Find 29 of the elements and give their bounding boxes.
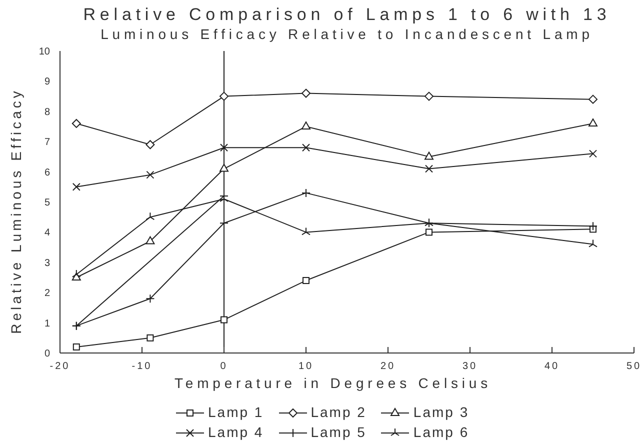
y-tick-label: 2 [44, 288, 50, 300]
legend-label: Lamp 6 [413, 424, 470, 440]
y-tick-label: 7 [44, 137, 50, 148]
x-tick-label: 20 [380, 361, 396, 372]
x-tick-label: -10 [132, 361, 152, 372]
x-tick-label: -20 [50, 361, 70, 372]
x-axis-title: Temperature in Degrees Celsius [174, 375, 492, 391]
chart-title: Relative Comparison of Lamps 1 to 6 with 13 [82, 5, 612, 25]
y-tick-label: 10 [38, 46, 50, 58]
y-tick-label: 6 [44, 167, 50, 178]
y-tick-label: 8 [44, 106, 50, 118]
y-tick-label: 9 [44, 76, 50, 88]
legend-label: Lamp 5 [310, 424, 366, 440]
x-tick-label: 10 [298, 361, 314, 372]
y-tick-label: 0 [44, 348, 50, 360]
y-tick-label: 3 [44, 258, 50, 269]
x-tick-label: 0 [220, 361, 228, 372]
y-axis-title: Relative Luminous Efficacy [8, 87, 24, 336]
chart-subtitle: Luminous Efficacy Relative to Incandescent Lamp [100, 26, 594, 42]
y-tick-label: 5 [44, 198, 50, 208]
legend-label: Lamp 3 [413, 404, 470, 420]
x-tick-label: 40 [544, 361, 560, 372]
x-tick-label: 50 [626, 361, 642, 372]
legend-label: Lamp 1 [208, 404, 264, 420]
y-tick-label: 1 [44, 318, 50, 330]
legend-label: Lamp 2 [310, 404, 366, 420]
y-tick-label: 4 [44, 228, 50, 239]
x-tick-label: 30 [462, 361, 478, 372]
legend-label: Lamp 4 [208, 424, 264, 440]
